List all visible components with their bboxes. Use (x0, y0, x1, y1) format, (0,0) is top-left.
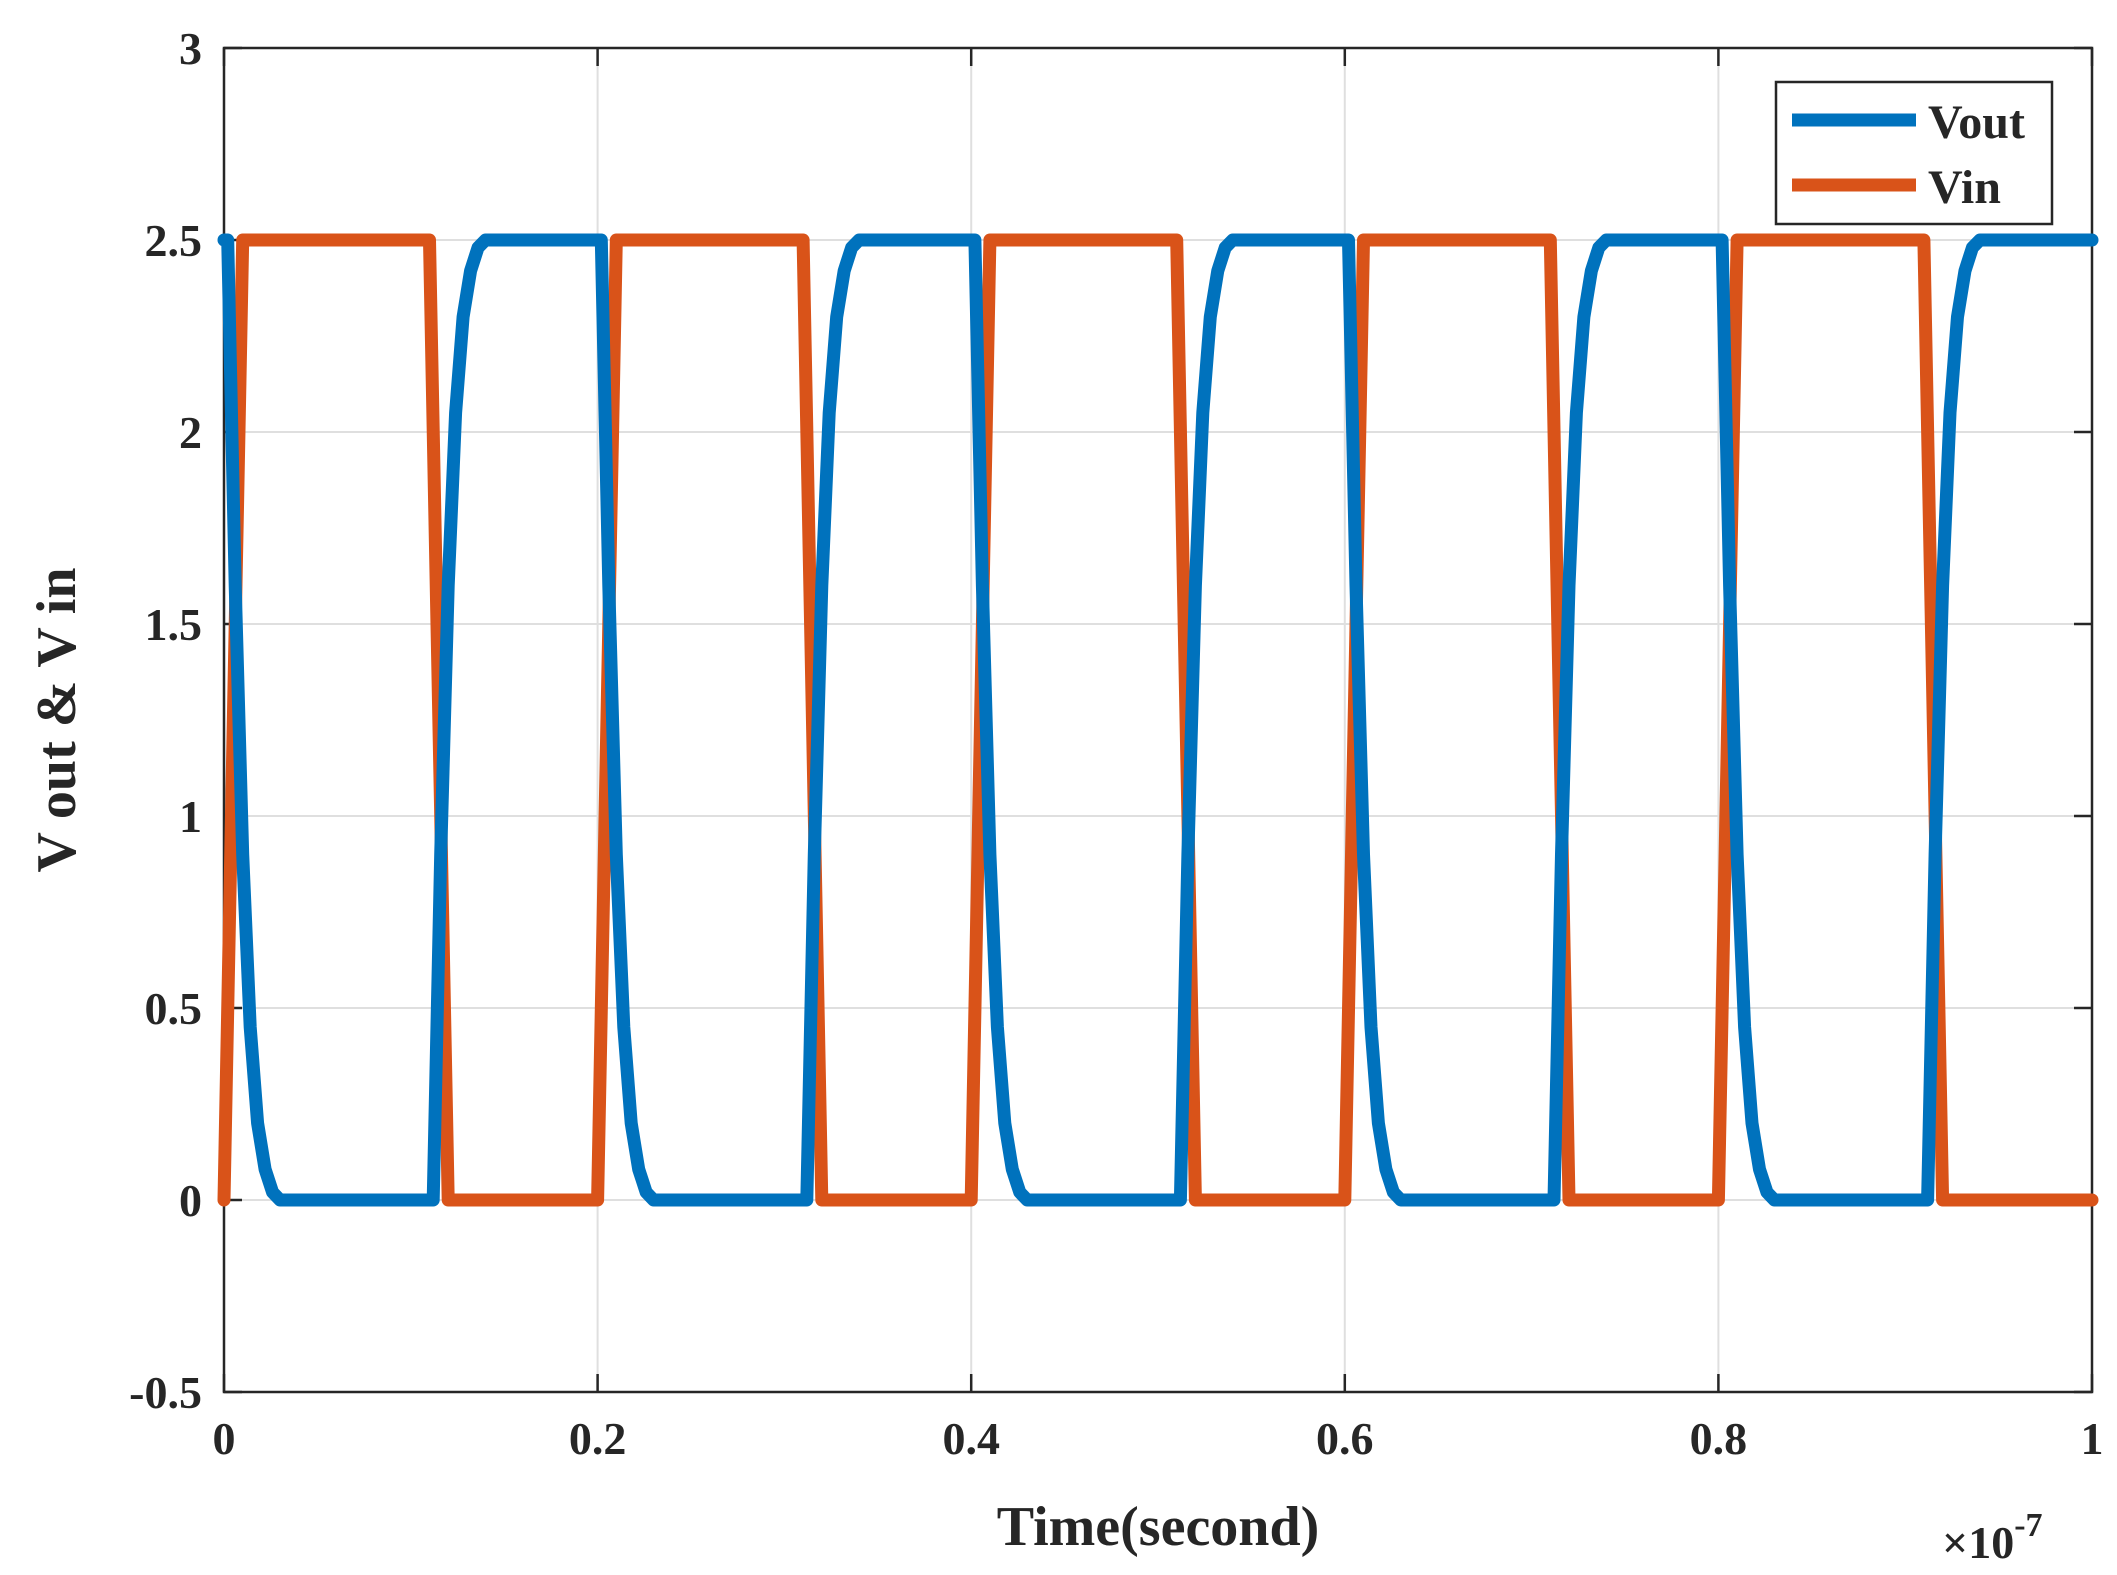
y-tick-label: 1 (179, 791, 202, 842)
plot-area (222, 46, 2094, 1394)
x-tick-label: 1 (2081, 1413, 2104, 1464)
x-axis-exponent: ×10-7 (1942, 1507, 2043, 1568)
series-layer (217, 233, 2099, 1207)
exponent-base: ×10 (1942, 1517, 2014, 1568)
y-tick-label: 3 (179, 23, 202, 74)
x-tick-label: 0.4 (942, 1413, 1000, 1464)
x-tick-label: 0 (213, 1413, 236, 1464)
series-line-vin (217, 233, 2099, 1207)
x-tick-label: 0.2 (569, 1413, 627, 1464)
ticks: 0 0.2 0.4 0.6 0.8 1-0.500.511.522.53 (129, 23, 2103, 1464)
y-tick-label: 2 (179, 407, 202, 458)
legend-label-vin: Vin (1928, 161, 2001, 214)
y-tick-label: 1.5 (145, 599, 203, 650)
legend-box (1774, 80, 2054, 226)
y-tick-label: 0.5 (145, 983, 203, 1034)
y-tick-label: -0.5 (129, 1367, 202, 1418)
legend-label-vout: Vout (1928, 96, 2025, 149)
grid (224, 48, 2092, 1392)
legend: Vout Vin (1774, 80, 2054, 226)
x-tick-label: 0.8 (1690, 1413, 1748, 1464)
series-line-vout (217, 233, 2099, 1207)
axes-box (222, 46, 2094, 1394)
y-axis-label: V out & V in (26, 568, 88, 873)
y-tick-label: 0 (179, 1175, 202, 1226)
x-tick-label: 0.6 (1316, 1413, 1374, 1464)
y-tick-label: 2.5 (145, 215, 203, 266)
exponent-power: -7 (2014, 1507, 2042, 1544)
x-axis-label: Time(second) (997, 1496, 1320, 1558)
